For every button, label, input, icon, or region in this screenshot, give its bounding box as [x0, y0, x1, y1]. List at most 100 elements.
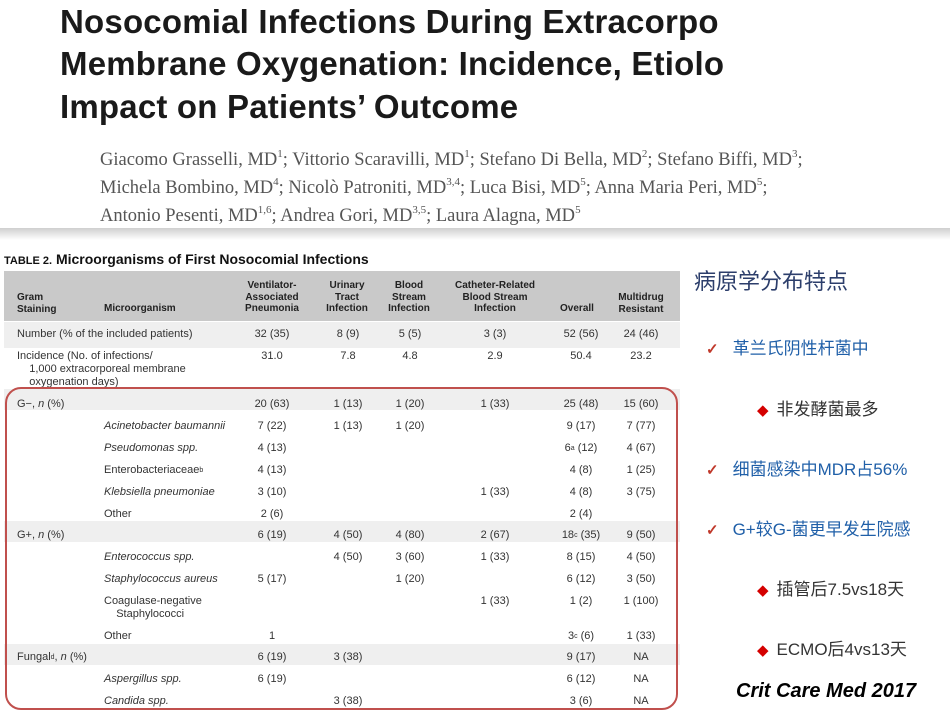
cell-overall: 6a (12): [564, 442, 598, 454]
cell-micro: Enterobacteriaceaeb: [104, 464, 204, 476]
cell-mdr: 3 (50): [626, 573, 656, 585]
cell-vap: 3 (10): [257, 486, 287, 498]
author-name: ; Stefano Di Bella, MD: [469, 150, 642, 170]
cell-mdr: NA: [633, 695, 649, 707]
header-gram-staining: Gram Staining: [17, 292, 57, 315]
header-uti: Urinary Tract Infection: [326, 280, 368, 314]
row-band: [4, 389, 680, 410]
author-affil: 3,5: [412, 204, 427, 216]
cell-micro: Pseudomonas spp.: [104, 442, 199, 454]
cell-overall: 8 (15): [566, 551, 596, 563]
cell-mdr: 1 (33): [626, 630, 656, 642]
cell-mdr: 4 (50): [626, 551, 656, 563]
cell-gram: Number (% of the included patients): [17, 328, 193, 340]
cell-overall: 52 (56): [563, 328, 599, 340]
cell-mdr: 1 (100): [623, 595, 659, 607]
table-title: TABLE 2. Microorganisms of First Nosocom…: [4, 251, 369, 267]
header-bsi: Blood Stream Infection: [388, 280, 430, 314]
cell-crbsi: 1 (33): [480, 595, 510, 607]
author-affil: 3,4: [446, 176, 460, 188]
panel-item-text: ECMO后4vs13天: [776, 640, 907, 659]
cell-micro: Other: [104, 508, 132, 520]
author-name: Michela Bombino, MD: [100, 178, 274, 198]
table-header: [4, 271, 680, 321]
cell-vap: 1: [268, 630, 276, 642]
panel-sub-item: ◆ 插管后7.5vs18天: [757, 575, 904, 600]
cell-mdr: NA: [633, 673, 649, 685]
cell-vap: 5 (17): [257, 573, 287, 585]
title-line-3: Impact on Patients’ Outcome: [60, 88, 519, 125]
cell-mdr: 4 (67): [626, 442, 656, 454]
author-name: ; Anna Maria Peri, MD: [585, 178, 757, 198]
cell-mdr: 23.2: [630, 350, 652, 362]
cell-micro: Klebsiella pneumoniae: [104, 486, 215, 498]
cell-uti: 3 (38): [333, 695, 363, 707]
cell-crbsi: 2 (67): [480, 529, 510, 541]
panel-check-item: ✓ 革兰氏阴性杆菌中: [706, 334, 869, 359]
cell-gram: Fungald, n (%): [17, 651, 87, 663]
cell-uti: 1 (13): [333, 398, 363, 410]
header-vap: Ventilator- Associated Pneumonia: [245, 280, 299, 314]
panel-item-text: 革兰氏阴性杆菌中: [732, 339, 869, 358]
highlight-frame: [5, 387, 678, 710]
cell-crbsi: 1 (33): [480, 551, 510, 563]
author-affil: 1: [277, 148, 283, 160]
cell-micro: Candida spp.: [104, 695, 169, 707]
header-crbsi: Catheter-Related Blood Stream Infection: [454, 280, 536, 314]
cell-micro: Aspergillus spp.: [104, 673, 182, 685]
author-affil: 4: [273, 176, 279, 188]
cell-mdr: 24 (46): [623, 328, 659, 340]
header-overall: Overall: [560, 303, 594, 314]
cell-vap: 4 (13): [257, 442, 287, 454]
cell-overall: 3c (6): [567, 630, 595, 642]
author-affil: 2: [641, 148, 648, 160]
check-icon: ✓: [706, 341, 719, 358]
cell-vap: 6 (19): [257, 673, 287, 685]
cell-overall: 50.4: [570, 350, 592, 362]
author-name: ; Vittorio Scaravilli, MD: [282, 150, 465, 170]
author-separator: ;: [797, 150, 803, 170]
panel-sub-item: ◆ 非发酵菌最多: [757, 395, 879, 420]
cell-vap: 20 (63): [254, 398, 290, 410]
header-microorganism: Microorganism: [104, 303, 176, 314]
citation: Crit Care Med 2017: [736, 680, 917, 702]
cell-mdr: 15 (60): [623, 398, 659, 410]
cell-overall: 2 (4): [569, 508, 593, 520]
cell-mdr: 3 (75): [626, 486, 656, 498]
check-icon: ✓: [706, 462, 719, 479]
cell-uti: 4 (50): [333, 551, 363, 563]
cell-vap: 6 (19): [257, 529, 287, 541]
author-separator: ;: [762, 178, 768, 198]
panel-item-text: 插管后7.5vs18天: [776, 580, 905, 599]
row-band: [4, 521, 680, 542]
cell-overall: 1 (2): [569, 595, 593, 607]
cell-gram: G+, n (%): [17, 529, 65, 541]
cell-mdr: 9 (50): [626, 529, 656, 541]
authors-line-1: Giacomo Grasselli, MD1; Vittorio Scaravi…: [100, 148, 803, 171]
author-name: Giacomo Grasselli, MD: [100, 150, 278, 170]
cell-mdr: 1 (25): [626, 464, 656, 476]
cell-uti: 4 (50): [333, 529, 363, 541]
cell-overall: 6 (12): [566, 573, 596, 585]
author-affil: 5: [580, 176, 586, 188]
header-mdr: Multidrug Resistant: [618, 292, 664, 315]
panel-check-item: ✓ 细菌感染中MDR占56%: [706, 455, 907, 480]
cell-vap: 31.0: [261, 350, 283, 362]
cell-micro: Staphylococcus aureus: [104, 573, 218, 585]
cell-micro: Acinetobacter baumannii: [104, 420, 226, 432]
cell-uti: 1 (13): [333, 420, 363, 432]
cell-bsi: 1 (20): [395, 398, 425, 410]
cell-overall: 6 (12): [566, 673, 596, 685]
title-line-2: Membrane Oxygenation: Incidence, Etiolo: [60, 45, 725, 82]
cell-crbsi: 3 (3): [483, 328, 507, 340]
cell-gram: G−, n (%): [17, 398, 65, 410]
cell-vap: 2 (6): [260, 508, 284, 520]
cell-bsi: 1 (20): [395, 420, 425, 432]
author-affil: 3: [791, 148, 798, 160]
cell-uti: 7.8: [340, 350, 356, 362]
cell-overall: 9 (17): [566, 651, 596, 663]
cell-overall: 9 (17): [566, 420, 596, 432]
cell-overall: 4 (8): [569, 486, 593, 498]
author-affil: 1: [464, 148, 470, 160]
cell-gram: Incidence (No. of infections/ 1,000 extr…: [17, 350, 186, 388]
